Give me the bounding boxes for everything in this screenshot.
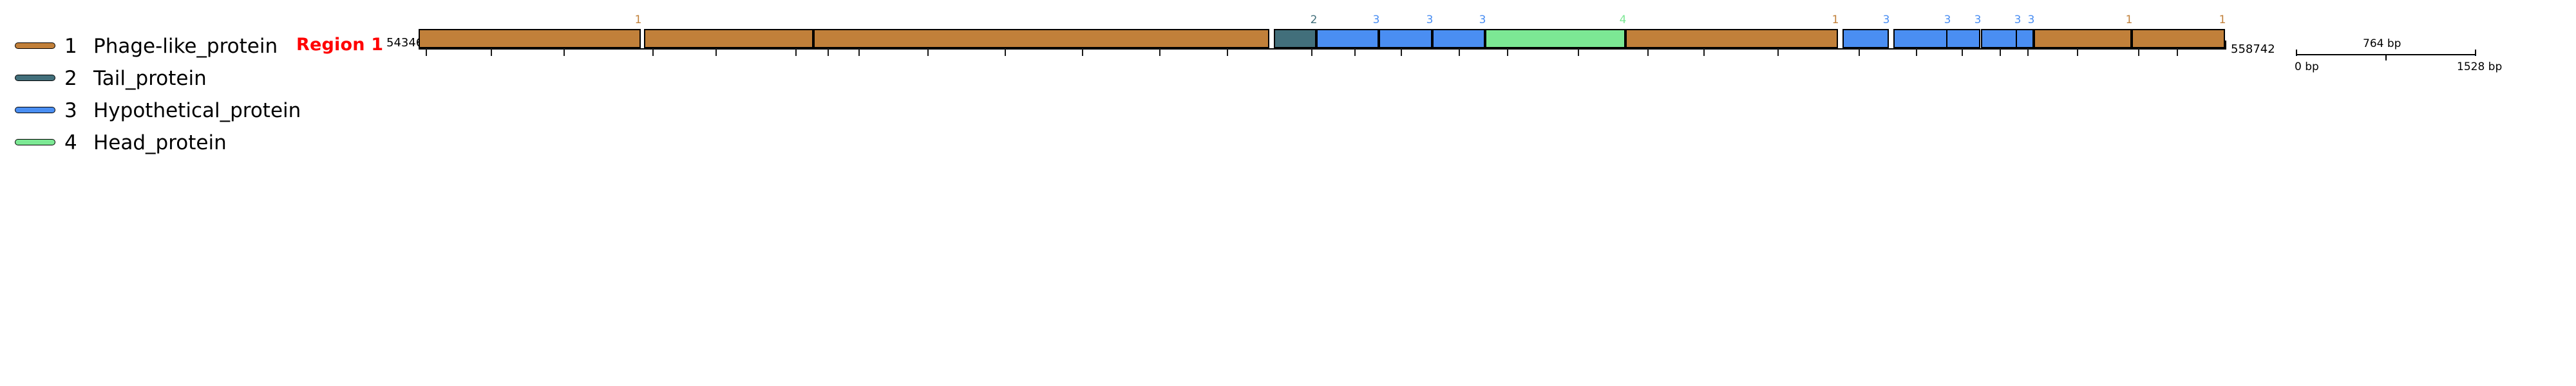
scale-bar-line — [2296, 54, 2476, 55]
axis-minor-tick — [491, 46, 492, 56]
legend-index-2: 2 — [64, 67, 77, 90]
gene-feature-label: 3 — [2014, 14, 2022, 26]
axis-minor-tick — [1459, 46, 1460, 56]
coordinate-end-label: 558742 — [2231, 42, 2275, 56]
gene-feature[interactable] — [419, 29, 641, 48]
gene-feature[interactable] — [1893, 29, 1950, 48]
axis-minor-tick — [1159, 46, 1160, 56]
scale-bar-mid-label: 764 bp — [2363, 37, 2401, 50]
axis-minor-tick — [1777, 46, 1779, 56]
gene-feature-label: 4 — [1619, 14, 1627, 26]
axis-minor-tick — [828, 46, 829, 56]
axis-minor-tick — [426, 46, 427, 56]
axis-minor-tick — [2077, 46, 2078, 56]
axis-minor-tick — [2138, 46, 2139, 56]
legend: 1 Phage-like_protein 2 Tail_protein 3 Hy… — [0, 32, 303, 161]
axis-minor-tick — [2177, 46, 2178, 56]
gene-feature[interactable] — [1485, 29, 1625, 48]
legend-index-1: 1 — [64, 35, 77, 58]
axis-minor-tick — [927, 46, 929, 56]
legend-label-4: Head_protein — [93, 131, 227, 154]
scale-bar-right-cap — [2475, 50, 2476, 56]
axis-minor-tick — [1227, 46, 1228, 56]
legend-label-3: Hypothetical_protein — [93, 99, 301, 122]
axis-minor-tick — [1401, 46, 1402, 56]
axis-end-tick — [2225, 41, 2226, 50]
axis-minor-tick — [795, 46, 797, 56]
region-title: Region 1 — [296, 35, 384, 55]
gene-feature-label: 3 — [1479, 14, 1486, 26]
gene-feature-label: 3 — [1944, 14, 1951, 26]
legend-item-1[interactable]: 1 Phage-like_protein — [0, 32, 303, 64]
legend-item-2[interactable]: 2 Tail_protein — [0, 64, 303, 96]
axis-minor-tick — [1578, 46, 1579, 56]
legend-label-2: Tail_protein — [93, 67, 207, 90]
axis-minor-tick — [2000, 46, 2001, 56]
axis-line — [419, 48, 2225, 50]
axis-minor-tick — [1082, 46, 1083, 56]
axis-minor-tick — [564, 46, 565, 56]
axis-minor-tick — [2027, 46, 2029, 56]
legend-swatch-hypothetical-protein — [15, 107, 55, 113]
axis-minor-tick — [1005, 46, 1006, 56]
scale-bar-left-cap — [2296, 50, 2297, 56]
gene-feature[interactable] — [1946, 29, 1980, 48]
legend-item-3[interactable]: 3 Hypothetical_protein — [0, 96, 303, 129]
legend-index-3: 3 — [64, 99, 77, 122]
axis-minor-tick — [1507, 46, 1508, 56]
gene-feature[interactable] — [2016, 29, 2034, 48]
axis-minor-tick — [1962, 46, 1963, 56]
legend-index-4: 4 — [64, 131, 77, 154]
legend-swatch-head-protein — [15, 139, 55, 145]
gene-feature[interactable] — [2132, 29, 2225, 48]
gene-feature[interactable] — [1981, 29, 2020, 48]
gene-feature-label: 1 — [2219, 14, 2226, 26]
legend-swatch-phage-like-protein — [15, 42, 55, 49]
gene-feature-label: 3 — [1372, 14, 1380, 26]
gene-feature-label: 3 — [1974, 14, 1982, 26]
gene-feature-label: 1 — [1832, 14, 1839, 26]
axis-minor-tick — [858, 46, 860, 56]
scale-bar-start-label: 0 bp — [2295, 60, 2319, 73]
scale-bar-mid-tick — [2385, 55, 2387, 60]
gene-feature-label: 3 — [1426, 14, 1434, 26]
gene-feature[interactable] — [644, 29, 813, 48]
axis-minor-tick — [1703, 46, 1705, 56]
axis-minor-tick — [1311, 46, 1312, 56]
axis-minor-tick — [1354, 46, 1356, 56]
gene-feature-label: 2 — [1310, 14, 1318, 26]
axis-minor-tick — [1647, 46, 1649, 56]
gene-feature[interactable] — [1842, 29, 1889, 48]
scale-bar: 0 bp 764 bp 1528 bp — [2277, 32, 2547, 77]
gene-feature[interactable] — [1316, 29, 1379, 48]
gene-feature-label: 1 — [634, 14, 642, 26]
gene-feature[interactable] — [1274, 29, 1316, 48]
gene-feature[interactable] — [813, 29, 1269, 48]
gene-feature[interactable] — [1379, 29, 1432, 48]
axis-minor-tick — [715, 46, 717, 56]
gene-feature[interactable] — [2034, 29, 2132, 48]
gene-feature[interactable] — [1432, 29, 1485, 48]
gene-feature[interactable] — [1625, 29, 1838, 48]
legend-item-4[interactable]: 4 Head_protein — [0, 129, 303, 161]
legend-swatch-tail-protein — [15, 75, 55, 81]
legend-label-1: Phage-like_protein — [93, 35, 278, 58]
gene-feature-label: 3 — [1882, 14, 1890, 26]
gene-feature-label: 3 — [2027, 14, 2035, 26]
axis-minor-tick — [1859, 46, 1860, 56]
axis-minor-tick — [652, 46, 654, 56]
scale-bar-end-label: 1528 bp — [2457, 60, 2503, 73]
axis-minor-tick — [1916, 46, 1917, 56]
gene-feature-label: 1 — [2125, 14, 2133, 26]
